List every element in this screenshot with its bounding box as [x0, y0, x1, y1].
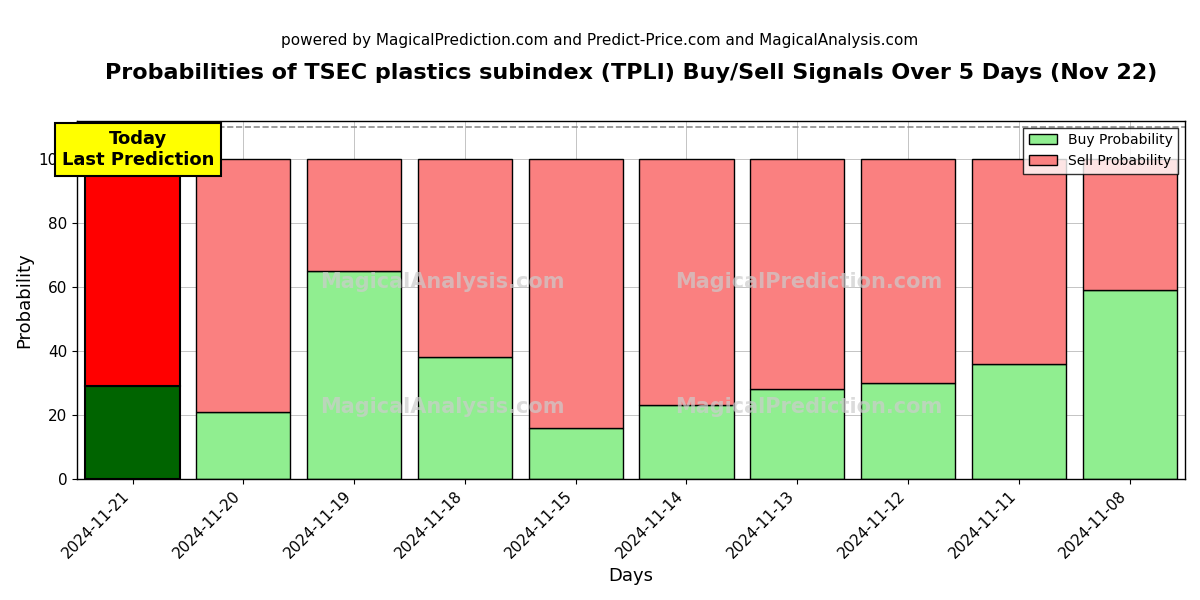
Bar	[307, 159, 401, 271]
Text: MagicalAnalysis.com: MagicalAnalysis.com	[320, 397, 565, 417]
Bar	[860, 159, 955, 383]
Legend: Buy Probability, Sell Probability: Buy Probability, Sell Probability	[1024, 128, 1178, 173]
Bar	[750, 159, 845, 389]
Bar	[972, 159, 1066, 364]
Bar	[1082, 159, 1177, 290]
Bar	[529, 159, 623, 428]
Bar	[197, 412, 290, 479]
Bar	[418, 357, 512, 479]
Bar	[860, 383, 955, 479]
Title: Probabilities of TSEC plastics subindex (TPLI) Buy/Sell Signals Over 5 Days (Nov: Probabilities of TSEC plastics subindex …	[104, 63, 1157, 83]
Text: MagicalPrediction.com: MagicalPrediction.com	[674, 272, 942, 292]
Text: powered by MagicalPrediction.com and Predict-Price.com and MagicalAnalysis.com: powered by MagicalPrediction.com and Pre…	[281, 33, 919, 48]
Bar	[750, 389, 845, 479]
Bar	[972, 364, 1066, 479]
Bar	[640, 405, 733, 479]
Bar	[307, 271, 401, 479]
Bar	[85, 159, 180, 386]
Bar	[197, 159, 290, 412]
Bar	[529, 428, 623, 479]
Bar	[1082, 290, 1177, 479]
Text: MagicalPrediction.com: MagicalPrediction.com	[674, 397, 942, 417]
Bar	[85, 386, 180, 479]
Y-axis label: Probability: Probability	[14, 252, 32, 347]
X-axis label: Days: Days	[608, 567, 654, 585]
Text: MagicalAnalysis.com: MagicalAnalysis.com	[320, 272, 565, 292]
Bar	[418, 159, 512, 357]
Bar	[640, 159, 733, 405]
Text: Today
Last Prediction: Today Last Prediction	[62, 130, 215, 169]
